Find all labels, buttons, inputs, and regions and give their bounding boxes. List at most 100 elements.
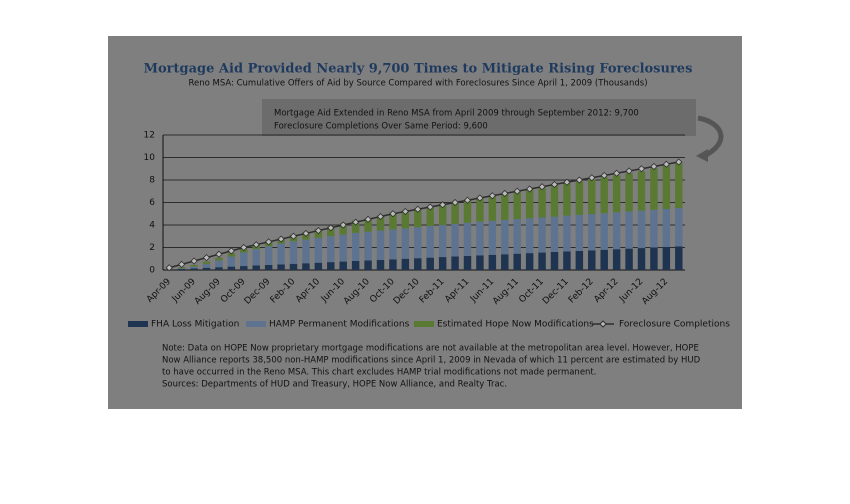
bar	[625, 248, 633, 270]
bar	[501, 254, 509, 270]
marker	[650, 162, 658, 171]
bar	[662, 165, 671, 210]
bar	[376, 230, 385, 260]
bar	[488, 220, 497, 255]
bar	[488, 194, 497, 221]
bar	[476, 196, 484, 222]
legend-label: Foreclosure Completions	[619, 320, 730, 330]
bar	[650, 209, 658, 248]
bar	[612, 175, 621, 213]
legend-label: FHA Loss Mitigation	[151, 320, 239, 330]
bar	[314, 237, 323, 263]
bar	[513, 253, 521, 270]
bar	[389, 212, 397, 230]
marker	[488, 192, 496, 200]
marker	[588, 174, 596, 182]
bar	[488, 254, 497, 270]
bar	[414, 258, 422, 270]
note: Sources: Departments of HUD and Treasury…	[162, 380, 507, 390]
bar	[389, 259, 397, 270]
marker	[600, 171, 608, 180]
bar	[588, 214, 596, 251]
bar	[190, 268, 198, 270]
bar	[252, 265, 260, 270]
bar	[600, 213, 608, 250]
bar	[202, 261, 211, 264]
bar	[501, 192, 509, 220]
marker	[178, 260, 186, 268]
bar	[351, 232, 360, 261]
bar	[376, 259, 385, 270]
marker	[389, 210, 397, 218]
marker	[327, 224, 335, 232]
marker	[376, 212, 385, 221]
legend-swatch	[128, 321, 148, 327]
marker	[575, 176, 583, 184]
marker	[637, 165, 646, 173]
marker	[463, 196, 472, 204]
marker	[227, 247, 235, 255]
bar	[637, 171, 646, 211]
arrow-head	[696, 149, 708, 162]
bar	[401, 210, 410, 229]
bar	[215, 267, 223, 270]
bar	[575, 214, 584, 251]
bar	[476, 255, 484, 270]
annotation: Foreclosure Completions Over Same Period…	[274, 122, 488, 132]
bar	[637, 248, 646, 270]
bar	[426, 226, 434, 258]
bar	[463, 199, 472, 223]
marker	[501, 189, 509, 198]
bar	[177, 268, 186, 269]
bar	[227, 256, 236, 267]
y-tick-label: 12	[144, 131, 155, 141]
bar	[588, 179, 596, 215]
bar	[550, 185, 559, 217]
marker	[563, 178, 571, 186]
bar	[662, 209, 671, 247]
marker	[277, 235, 285, 243]
bar	[650, 168, 658, 210]
marker	[364, 215, 372, 223]
bar	[476, 221, 484, 256]
y-tick-label: 2	[149, 243, 155, 253]
marker	[513, 187, 521, 195]
bar	[525, 218, 534, 254]
bar	[637, 210, 646, 249]
bar	[438, 257, 447, 270]
bar	[202, 263, 211, 268]
bar	[327, 236, 335, 263]
legend-label: HAMP Permanent Modifications	[269, 320, 410, 330]
bar	[426, 257, 434, 270]
bar	[625, 211, 633, 249]
bar	[600, 249, 608, 270]
bar	[177, 268, 186, 270]
bar	[525, 253, 534, 270]
marker	[476, 194, 484, 202]
bar	[264, 246, 273, 265]
bar	[612, 212, 621, 250]
bar	[364, 231, 372, 261]
bar	[675, 162, 683, 209]
bar	[451, 201, 459, 224]
bar	[240, 252, 248, 267]
chart-subtitle: Reno MSA: Cumulative Offers of Aid by So…	[188, 79, 647, 89]
bar	[451, 256, 459, 270]
bar	[538, 217, 546, 253]
bar	[215, 260, 223, 268]
bar	[227, 266, 236, 270]
bar	[240, 266, 248, 270]
bar	[650, 247, 658, 270]
bar	[252, 249, 260, 266]
bar	[675, 208, 683, 247]
marker	[625, 167, 633, 175]
marker	[289, 232, 298, 240]
marker	[426, 203, 434, 211]
legend-label: Estimated Hope Now Modifications	[437, 320, 594, 330]
bar	[289, 263, 298, 270]
bar	[675, 246, 683, 270]
marker	[302, 229, 310, 238]
marker	[240, 243, 248, 252]
